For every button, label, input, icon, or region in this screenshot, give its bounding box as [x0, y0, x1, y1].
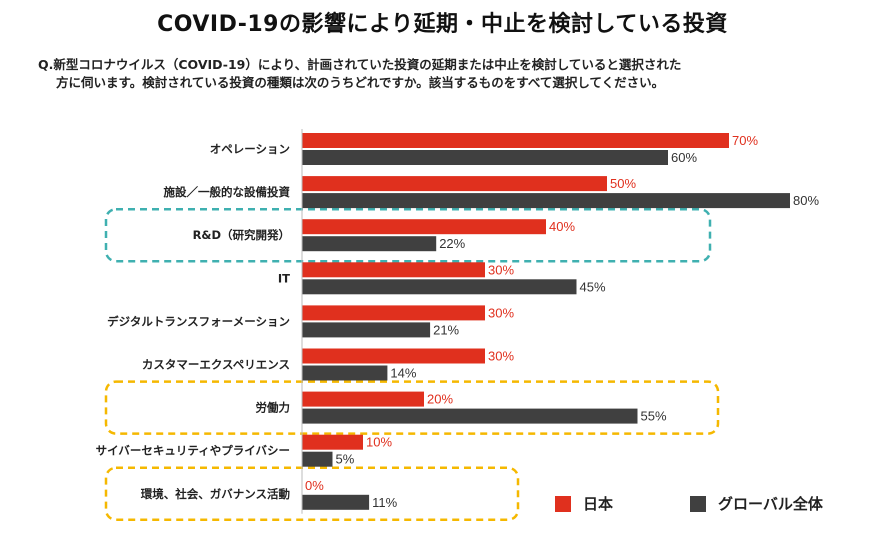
- category-label: サイバーセキュリティやプライバシー: [96, 444, 290, 458]
- bar-global: [302, 322, 431, 338]
- value-label-global: 11%: [372, 495, 397, 510]
- value-label-global: 45%: [580, 279, 606, 294]
- value-label-global: 60%: [671, 150, 697, 165]
- value-label-japan: 70%: [732, 133, 758, 148]
- value-label-japan: 20%: [427, 392, 453, 407]
- category-label: 労働力: [256, 401, 291, 415]
- category-label: IT: [278, 271, 290, 285]
- bar-japan: [302, 262, 485, 278]
- survey-question: Q.新型コロナウイルス（COVID-19）により、計画されていた投資の延期または…: [38, 56, 858, 92]
- question-line-2: 方に伺います。検討されている投資の種類は次のうちどれですか。該当するものをすべて…: [56, 75, 665, 90]
- value-label-japan: 40%: [549, 219, 575, 234]
- bar-japan: [302, 219, 546, 235]
- value-label-japan: 50%: [610, 176, 636, 191]
- bar-global: [302, 494, 370, 510]
- category-label: カスタマーエクスペリエンス: [142, 358, 290, 372]
- value-label-global: 5%: [336, 452, 355, 467]
- category-label: デジタルトランスフォーメーション: [107, 314, 290, 328]
- category-label: 施設／一般的な設備投資: [164, 185, 291, 199]
- question-line-1: Q.新型コロナウイルス（COVID-19）により、計画されていた投資の延期または…: [38, 57, 682, 72]
- value-label-global: 21%: [433, 322, 459, 337]
- legend-item-japan: 日本: [555, 493, 613, 514]
- value-label-global: 14%: [390, 366, 416, 381]
- bar-japan: [302, 176, 607, 192]
- value-label-japan: 30%: [488, 349, 514, 364]
- bar-global: [302, 408, 638, 424]
- bar-japan: [302, 305, 485, 321]
- legend-swatch-japan: [555, 495, 571, 512]
- bar-global: [302, 365, 388, 381]
- category-label: 環境、社会、ガバナンス活動: [141, 487, 291, 501]
- highlight-box-1: [104, 380, 720, 435]
- chart-title: COVID-19の影響により延期・中止を検討している投資: [157, 12, 728, 37]
- value-label-global: 55%: [641, 409, 667, 424]
- value-label-global: 22%: [439, 236, 465, 251]
- bar-japan: [302, 133, 729, 148]
- bar-global: [302, 193, 790, 209]
- bar-global: [302, 236, 437, 252]
- bar-global: [302, 279, 577, 295]
- bar-global: [302, 451, 333, 467]
- legend-swatch-global: [690, 495, 706, 512]
- bar-global: [302, 150, 668, 165]
- category-label: R&D（研究開発）: [193, 228, 290, 242]
- legend-label-japan: 日本: [583, 495, 614, 513]
- highlight-box-0: [104, 207, 712, 263]
- bar-japan: [302, 348, 485, 364]
- bar-japan: [302, 391, 424, 407]
- value-label-japan: 10%: [366, 435, 392, 450]
- highlight-box-2: [104, 466, 520, 522]
- legend-item-global: グローバル全体: [690, 493, 823, 514]
- value-label-japan: 30%: [488, 305, 514, 320]
- value-label-japan: 30%: [488, 262, 514, 277]
- category-label: オペレーション: [210, 142, 290, 156]
- legend-label-global: グローバル全体: [718, 495, 823, 513]
- bar-japan: [302, 434, 363, 450]
- value-label-japan: 0%: [305, 478, 324, 493]
- value-label-global: 80%: [793, 193, 819, 208]
